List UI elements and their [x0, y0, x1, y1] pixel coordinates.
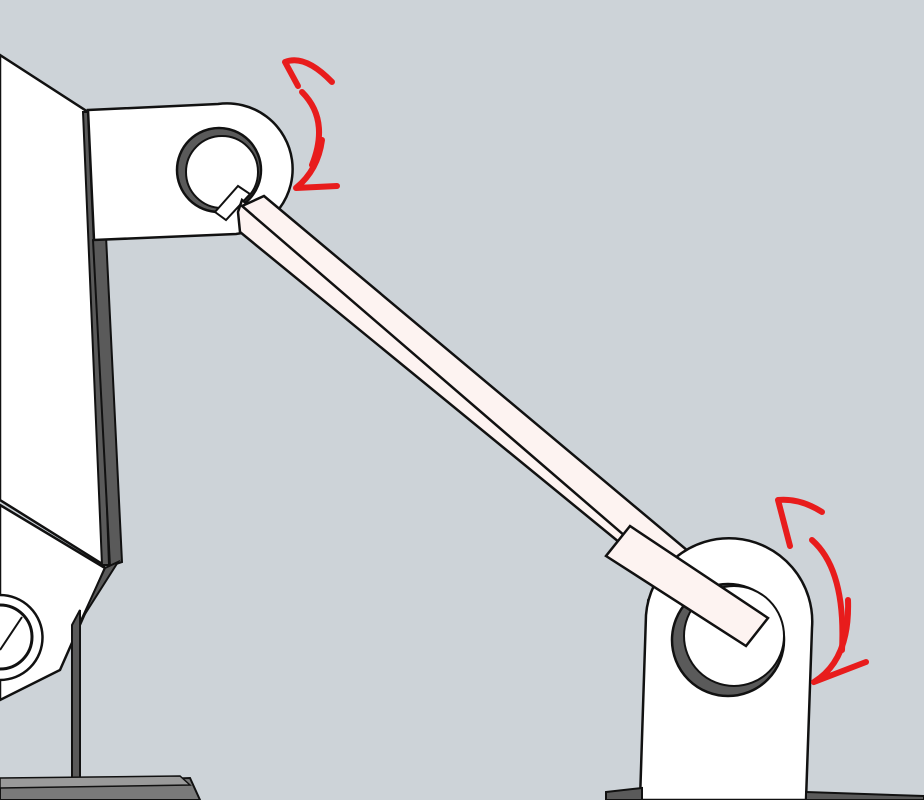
- bracket-lower-pivot-hole: [0, 603, 34, 671]
- bottom-rotation-arrow: [775, 496, 869, 685]
- bottom-lug-base: [605, 786, 643, 800]
- bottom-arrow-upper-head: [775, 496, 825, 549]
- bottom-lug-base-right: [805, 790, 924, 800]
- bracket-post: [71, 609, 81, 791]
- bottom-arrow-lower-head: [811, 597, 869, 685]
- link-bar-end: [604, 524, 770, 648]
- bracket-lower-pivot-slot: [0, 616, 23, 651]
- bracket-base-top: [0, 775, 192, 789]
- bottom-arrow-curve: [809, 537, 846, 653]
- left-body-bracket: [0, 53, 202, 800]
- connecting-link-end: [604, 524, 770, 648]
- top-pivot-tab: [213, 184, 252, 222]
- top-rotation-arrow: [282, 57, 340, 191]
- top-arrow-lower-head: [293, 137, 340, 191]
- top-arrow-upper-head: [282, 57, 335, 89]
